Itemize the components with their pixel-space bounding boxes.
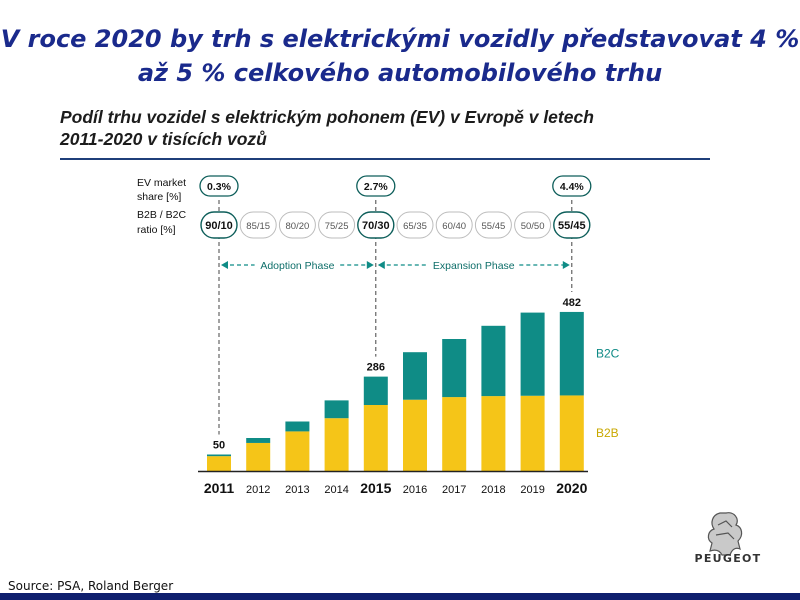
bar-b2b-2012 bbox=[246, 442, 271, 471]
expansion-phase-arrow-right bbox=[562, 261, 570, 269]
x-tick-label-2016: 2016 bbox=[403, 484, 427, 496]
brand-logo-text: PEUGEOT bbox=[694, 552, 762, 565]
x-tick-label-2014: 2014 bbox=[324, 484, 348, 496]
ev-share-pill-2015 bbox=[356, 175, 396, 197]
x-tick-label-2015: 2015 bbox=[360, 480, 391, 496]
ratio-pill-2015 bbox=[357, 211, 395, 239]
x-tick-label-2020: 2020 bbox=[556, 480, 587, 496]
chart-title-line-1: Podíl trhu vozidel s elektrickým pohonem… bbox=[60, 107, 594, 127]
bar-b2b-2011 bbox=[207, 456, 231, 471]
bar-b2c-2020 bbox=[559, 311, 584, 396]
peugeot-lion-icon bbox=[707, 512, 743, 556]
ev-share-pill-2011 bbox=[199, 175, 239, 197]
chart-title: Podíl trhu vozidel s elektrickým pohonem… bbox=[60, 106, 700, 150]
ratio-pill-2011 bbox=[200, 211, 238, 239]
ratio-value-2014: 75/25 bbox=[325, 221, 349, 232]
bar-b2c-2015 bbox=[363, 376, 388, 405]
main-title-line-1: V roce 2020 by trh s elektrickými vozidl… bbox=[0, 25, 800, 53]
bar-b2b-2014 bbox=[324, 418, 349, 471]
ratio-pill-2019 bbox=[514, 211, 552, 239]
bar-b2b-2020 bbox=[559, 395, 584, 471]
ratio-value-2017: 60/40 bbox=[442, 221, 466, 232]
x-tick-label-2017: 2017 bbox=[442, 484, 466, 496]
bar-b2c-2019 bbox=[520, 312, 545, 396]
ratio-pill-2013 bbox=[278, 211, 316, 239]
ratio-value-2018: 55/45 bbox=[482, 221, 506, 232]
bar-b2b-2017 bbox=[442, 397, 467, 471]
ratio-value-2020: 55/45 bbox=[558, 220, 586, 232]
main-title: V roce 2020 by trh s elektrickými vozidl… bbox=[0, 22, 800, 90]
bar-b2c-2018 bbox=[481, 325, 506, 397]
x-tick-label-2013: 2013 bbox=[285, 484, 309, 496]
x-tick-label-2019: 2019 bbox=[520, 484, 544, 496]
source-note: Source: PSA, Roland Berger bbox=[8, 579, 174, 593]
x-tick-label-2012: 2012 bbox=[246, 484, 270, 496]
ratio-value-2015: 70/30 bbox=[362, 220, 390, 232]
ratio-pill-2012 bbox=[239, 211, 277, 239]
bar-b2c-2017 bbox=[442, 339, 467, 398]
ev-share-value-2015: 2.7% bbox=[364, 181, 389, 193]
legend-b2b: B2B bbox=[596, 426, 619, 440]
ratio-value-2011: 90/10 bbox=[205, 220, 233, 232]
bar-b2b-2013 bbox=[285, 431, 310, 471]
bar-b2b-2018 bbox=[481, 396, 506, 471]
ratio-pill-2014 bbox=[318, 211, 356, 239]
main-title-line-2: až 5 % celkového automobilového trhu bbox=[137, 59, 663, 87]
ev-share-row-label-1: EV market bbox=[137, 177, 186, 189]
x-tick-label-2018: 2018 bbox=[481, 484, 505, 496]
ev-share-pill-2020 bbox=[552, 175, 592, 197]
ratio-pill-2016 bbox=[396, 211, 434, 239]
x-tick-label-2011: 2011 bbox=[204, 480, 235, 496]
bar-b2b-2019 bbox=[520, 395, 545, 471]
chart-title-line-2: 2011-2020 v tisících vozů bbox=[60, 129, 267, 149]
total-label-2015: 286 bbox=[367, 362, 385, 374]
total-label-2011: 50 bbox=[213, 440, 225, 452]
ratio-value-2016: 65/35 bbox=[403, 221, 427, 232]
legend-b2c: B2C bbox=[596, 347, 620, 361]
bar-b2c-2011 bbox=[207, 454, 231, 457]
total-label-2020: 482 bbox=[563, 297, 581, 309]
bar-b2c-2014 bbox=[324, 400, 349, 419]
adoption-phase-arrow-left bbox=[221, 261, 228, 269]
ratio-pill-2017 bbox=[435, 211, 473, 239]
ratio-row-label-1: B2B / B2C bbox=[137, 209, 186, 221]
expansion-phase-label: Expansion Phase bbox=[433, 260, 515, 272]
ev-share-value-2011: 0.3% bbox=[207, 181, 232, 193]
title-divider bbox=[60, 158, 710, 160]
ev-share-row-label-2: share [%] bbox=[137, 191, 181, 203]
bar-b2c-2012 bbox=[246, 438, 271, 443]
ratio-pill-2018 bbox=[474, 211, 512, 239]
bar-b2c-2016 bbox=[403, 352, 427, 400]
ratio-value-2019: 50/50 bbox=[521, 221, 545, 232]
expansion-phase-arrow-left bbox=[377, 261, 385, 269]
ratio-pill-2020 bbox=[553, 211, 591, 239]
ratio-value-2013: 80/20 bbox=[286, 221, 310, 232]
bar-b2c-2013 bbox=[285, 421, 310, 432]
ratio-row-label-2: ratio [%] bbox=[137, 224, 176, 236]
footer-bar bbox=[0, 593, 800, 600]
ev-share-value-2020: 4.4% bbox=[560, 181, 585, 193]
ratio-value-2012: 85/15 bbox=[246, 221, 270, 232]
adoption-phase-arrow-right bbox=[366, 261, 374, 269]
bar-b2b-2015 bbox=[363, 405, 388, 471]
adoption-phase-label: Adoption Phase bbox=[260, 260, 334, 272]
bar-b2b-2016 bbox=[403, 399, 427, 471]
